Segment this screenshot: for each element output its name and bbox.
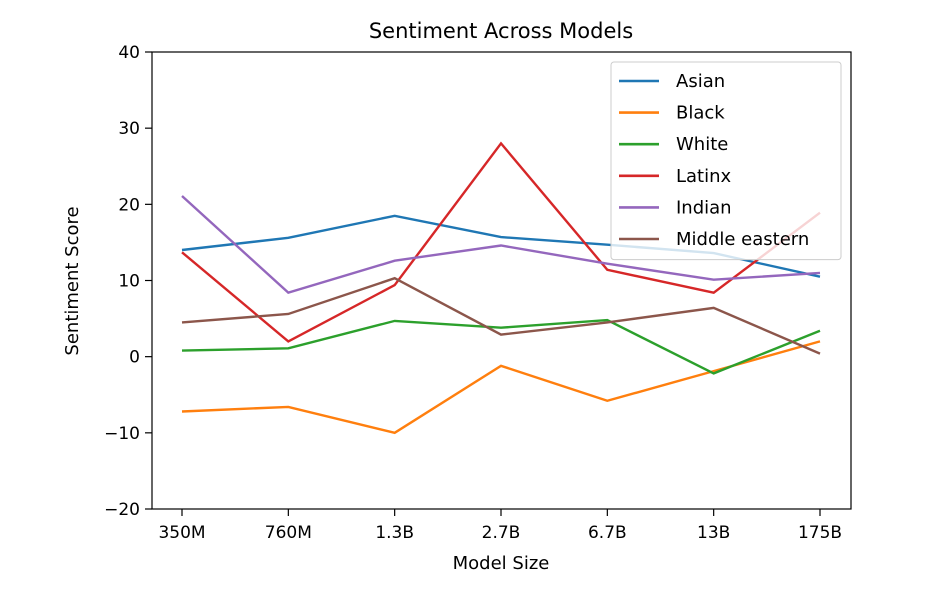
y-tick-label: 10: [118, 272, 140, 292]
y-tick-label: 20: [118, 195, 140, 215]
plot-area: −20 −10 0 10 20 30 40 350M 760M 1.3B 2.7B 6.7B 13B 17…: [104, 43, 852, 543]
x-tick-label: 2.7B: [482, 523, 521, 543]
x-tick-label: 13B: [697, 523, 730, 543]
series-line-indian: [181, 195, 821, 295]
legend-label: Middle eastern: [676, 229, 809, 250]
x-tick-label: 760M: [265, 523, 312, 543]
x-tick-label: 6.7B: [588, 523, 627, 543]
series-line-latinx: [181, 141, 821, 343]
legend-box: [610, 61, 842, 261]
x-tick-label: 175B: [798, 523, 842, 543]
x-tick-label: 350M: [158, 523, 205, 543]
y-tick-label: −10: [104, 424, 140, 444]
y-tick-label: 0: [129, 348, 140, 368]
legend-label: White: [676, 134, 728, 155]
series-line-white: [181, 318, 821, 375]
y-tick-label: 40: [118, 43, 140, 63]
legend-label: Asian: [676, 71, 725, 92]
series-line-middle-eastern: [181, 276, 821, 355]
legend-label: Latinx: [676, 166, 732, 187]
y-tick-label: 30: [118, 119, 140, 139]
plot-frame: [151, 51, 852, 510]
chart-title: Sentiment Across Models: [369, 19, 633, 43]
legend: Asian Black White Latinx Indian Middle easter…: [610, 61, 842, 261]
x-tick-label: 1.3B: [375, 523, 414, 543]
legend-label: Black: [676, 103, 725, 124]
y-axis-label: Sentiment Score: [62, 206, 83, 355]
legend-label: Indian: [676, 197, 732, 218]
y-tick-label: −20: [104, 500, 140, 520]
x-axis-label: Model Size: [453, 553, 550, 574]
series-line-black: [181, 340, 821, 435]
